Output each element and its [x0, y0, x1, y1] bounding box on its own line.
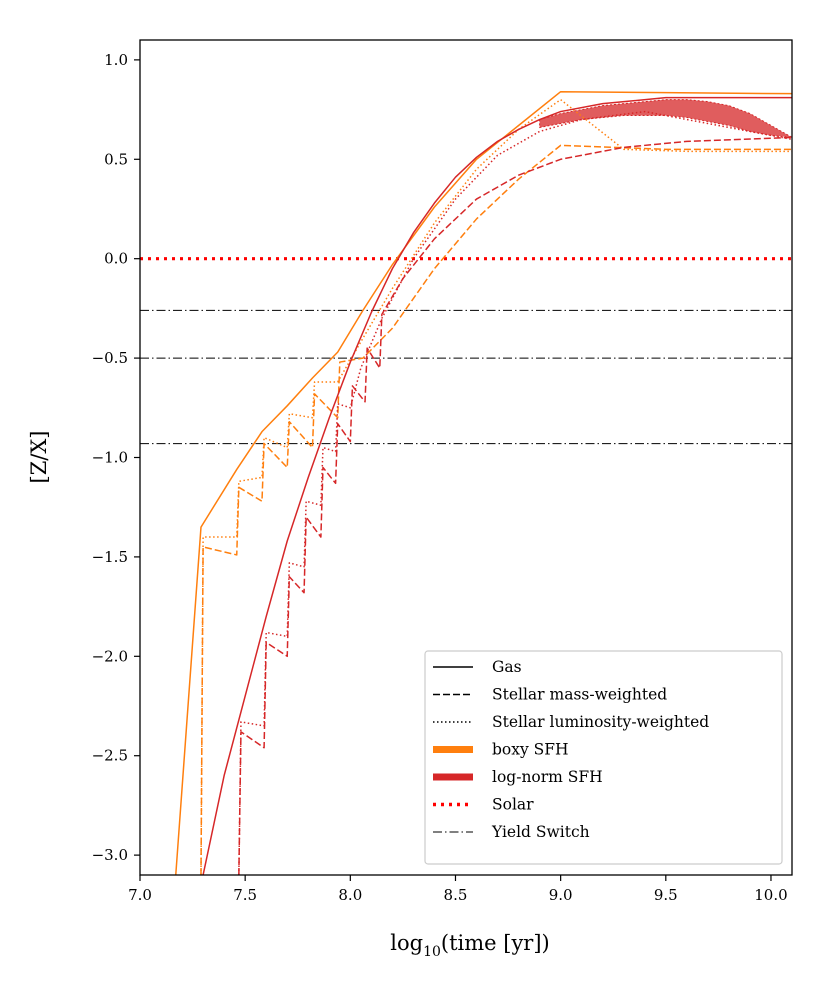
y-tick-label: 1.0	[104, 51, 128, 69]
series-line-log-norm-sfh-stellar-luminosity-weighted	[238, 110, 792, 875]
x-tick-label: 7.5	[233, 886, 257, 904]
y-axis-label: [Z/X]	[27, 430, 51, 483]
x-tick-label: 8.5	[444, 886, 468, 904]
x-axis-label-rest: (time [yr])	[441, 931, 550, 955]
y-tick-label: 0.5	[104, 150, 128, 168]
legend-box	[424, 650, 783, 865]
legend-label: Stellar luminosity-weighted	[492, 713, 709, 731]
y-tick-label: −0.5	[92, 349, 128, 367]
legend-label: Stellar mass-weighted	[492, 686, 667, 704]
legend-label: Gas	[492, 658, 522, 676]
x-tick-label: 8.0	[338, 886, 362, 904]
legend: Gas Stellar mass-weighted Stellar luminosi…	[424, 650, 783, 865]
x-axis-label: log10(time [yr])	[390, 931, 550, 960]
legend-label: Yield Switch	[491, 823, 590, 841]
legend-label: log-norm SFH	[492, 768, 603, 786]
series-line-log-norm-sfh-stellar-mass-weighted	[238, 136, 792, 875]
y-tick-label: −1.0	[92, 449, 128, 467]
x-tick-label: 10.0	[754, 886, 787, 904]
series-line-boxy-sfh-stellar-luminosity-weighted	[200, 98, 792, 875]
series-line-boxy-sfh-gas	[175, 90, 792, 875]
y-tick-label: −3.0	[92, 846, 128, 864]
lognorm-oscillation-band	[539, 99, 792, 138]
x-tick-label: 9.5	[654, 886, 678, 904]
x-tick-label: 7.0	[128, 886, 152, 904]
y-axis-ticks: −3.0 −2.5 −2.0 −1.5 −1.0 −0.5 0.0 0.5 1.0	[92, 51, 140, 864]
legend-label: boxy SFH	[492, 741, 569, 759]
x-axis-label-base: log	[390, 931, 423, 955]
y-tick-label: −2.5	[92, 747, 128, 765]
series-line-boxy-sfh-stellar-mass-weighted	[200, 144, 792, 875]
legend-label: Solar	[492, 796, 534, 814]
x-axis-label-subscript: 10	[423, 944, 441, 960]
y-tick-label: −1.5	[92, 548, 128, 566]
x-tick-label: 9.0	[549, 886, 573, 904]
series-line-log-norm-sfh-gas	[202, 96, 792, 875]
y-tick-label: 0.0	[104, 250, 128, 268]
y-tick-label: −2.0	[92, 647, 128, 665]
x-axis-ticks: 7.0 7.5 8.0 8.5 9.0 9.5 10.0	[128, 875, 788, 904]
data-layer	[140, 90, 792, 875]
